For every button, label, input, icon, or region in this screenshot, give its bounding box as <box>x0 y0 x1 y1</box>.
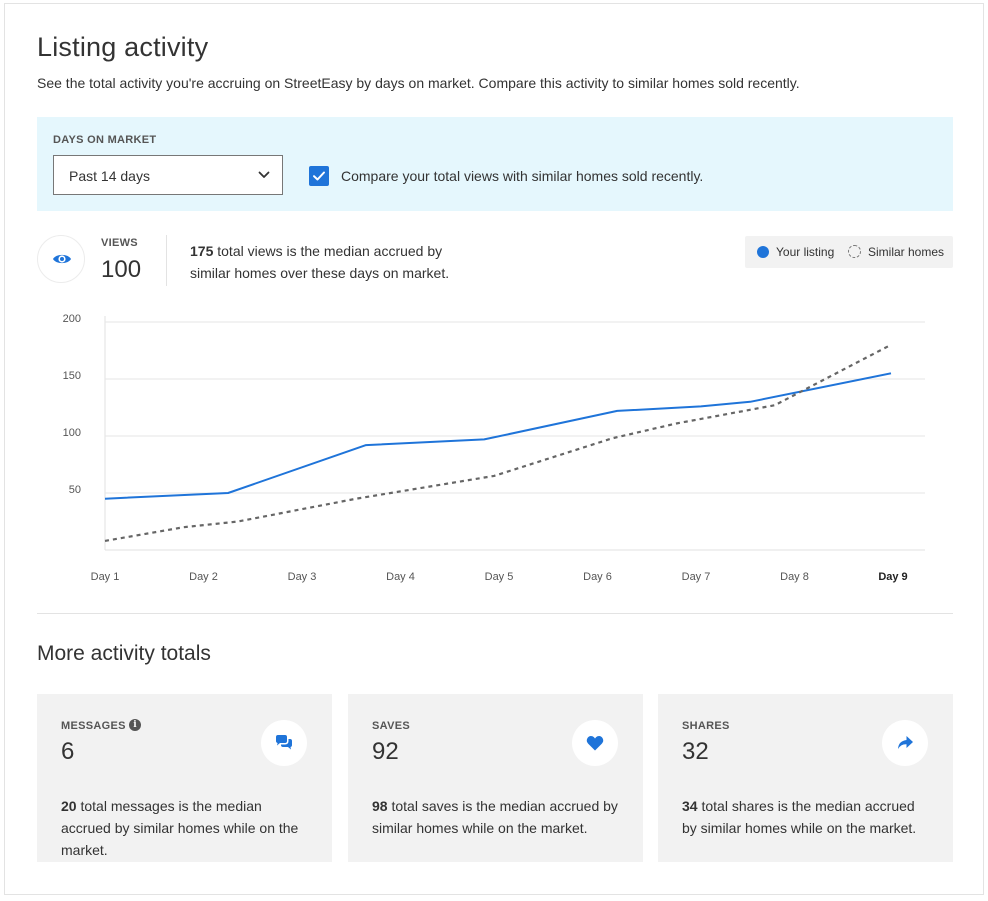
saves-label: SAVES <box>372 720 410 732</box>
messages-button[interactable] <box>261 720 307 766</box>
views-value: 100 <box>101 256 142 283</box>
messages-median-text: total messages is the median accrued by … <box>61 798 299 858</box>
shares-label: SHARES <box>682 720 730 732</box>
y-tick-label: 200 <box>63 313 81 325</box>
shares-value: 32 <box>682 738 709 765</box>
days-on-market-label: DAYS ON MARKET <box>53 134 157 146</box>
x-tick-label: Day 6 <box>583 571 612 583</box>
compare-checkbox[interactable] <box>309 166 329 186</box>
x-tick-label: Day 9 <box>878 571 907 583</box>
more-activity-title: More activity totals <box>37 642 211 665</box>
saves-value: 92 <box>372 738 399 765</box>
listing-activity-card: Listing activity See the total activity … <box>4 3 984 895</box>
heart-icon <box>586 735 604 751</box>
views-divider <box>166 235 167 286</box>
days-on-market-select[interactable]: Past 14 days <box>53 155 283 195</box>
saves-median-text: total saves is the median accrued by sim… <box>372 798 618 836</box>
x-tick-label: Day 3 <box>288 571 317 583</box>
shares-description: 34 total shares is the median accrued by… <box>682 795 932 839</box>
x-tick-label: Day 8 <box>780 571 809 583</box>
views-eye-badge <box>37 235 85 283</box>
shares-card: SHARES 32 34 total shares is the median … <box>658 694 953 862</box>
views-median: 175 <box>190 243 214 259</box>
legend-similar-homes: Similar homes <box>868 245 945 259</box>
shares-median: 34 <box>682 798 698 814</box>
share-icon <box>898 736 913 749</box>
chat-icon <box>276 735 292 750</box>
views-label: VIEWS <box>101 237 138 249</box>
shares-median-text: total shares is the median accrued by si… <box>682 798 917 836</box>
legend-your-listing: Your listing <box>776 245 835 259</box>
select-value: Past 14 days <box>69 168 150 184</box>
views-description: 175 total views is the median accrued by… <box>190 240 470 284</box>
compare-checkbox-label[interactable]: Compare your total views with similar ho… <box>341 168 704 184</box>
messages-description: 20 total messages is the median accrued … <box>61 795 311 861</box>
saves-median: 98 <box>372 798 388 814</box>
views-line-chart: 50 100 150 200 Day 1 Day 2 Day 3 Day 4 Day 5 Day … <box>63 313 925 583</box>
messages-label: MESSAGES <box>61 720 126 732</box>
messages-median: 20 <box>61 798 77 814</box>
messages-card: MESSAGES i 6 20 total messages is the me… <box>37 694 332 862</box>
chevron-down-icon <box>258 171 270 178</box>
x-tick-label: Day 2 <box>189 571 218 583</box>
saves-button[interactable] <box>572 720 618 766</box>
x-tick-label: Day 4 <box>386 571 415 583</box>
y-tick-label: 150 <box>63 370 81 382</box>
shares-button[interactable] <box>882 720 928 766</box>
chart-legend: Your listing Similar homes <box>745 236 953 268</box>
filter-panel: DAYS ON MARKET Past 14 days Compare your… <box>37 117 953 211</box>
your-listing-swatch <box>757 246 769 258</box>
x-tick-label: Day 1 <box>91 571 120 583</box>
x-tick-label: Day 7 <box>682 571 711 583</box>
messages-value: 6 <box>61 738 75 765</box>
saves-description: 98 total saves is the median accrued by … <box>372 795 622 839</box>
x-tick-label: Day 5 <box>485 571 514 583</box>
views-median-text: total views is the median accrued by sim… <box>190 243 450 281</box>
checkmark-icon <box>313 171 325 181</box>
y-tick-label: 100 <box>63 427 81 439</box>
your-listing-line <box>104 372 892 500</box>
similar-homes-line <box>104 343 892 542</box>
y-tick-label: 50 <box>69 484 81 496</box>
section-divider <box>37 613 953 614</box>
eye-icon <box>53 254 71 264</box>
page-subtitle: See the total activity you're accruing o… <box>37 75 800 91</box>
similar-homes-swatch <box>848 245 861 258</box>
saves-card: SAVES 92 98 total saves is the median ac… <box>348 694 643 862</box>
page-title: Listing activity <box>37 32 209 62</box>
info-icon[interactable]: i <box>129 719 141 731</box>
